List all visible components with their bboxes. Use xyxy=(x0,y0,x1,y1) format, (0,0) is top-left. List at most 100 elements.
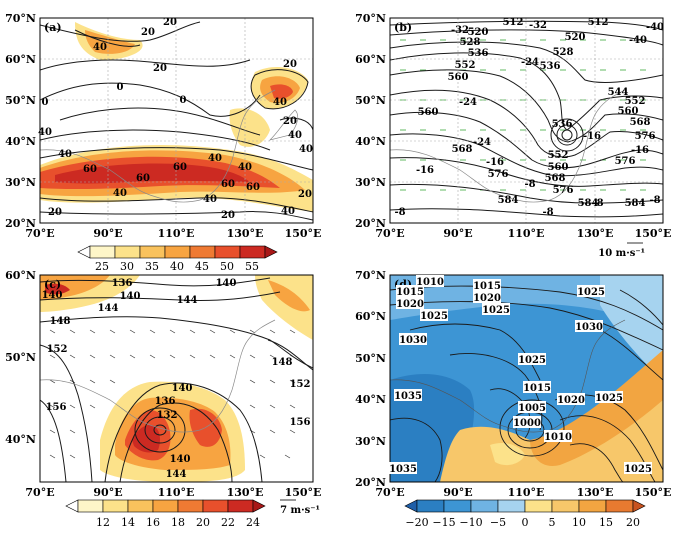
contour-label: 40 xyxy=(93,42,107,53)
panel-b-label: (b) xyxy=(394,21,412,34)
panel-a-lon-tick: 150°E xyxy=(285,227,322,240)
contour-label: 40 xyxy=(273,97,287,108)
contour-label: 552 xyxy=(548,150,569,161)
contour-label: 20 xyxy=(221,210,235,221)
colorbar-d-labels: −20 −15 −10 −5 0 5 10 15 20 xyxy=(405,516,640,529)
contour-label: 568 xyxy=(545,173,566,184)
colorbar-d-label: 0 xyxy=(522,516,529,529)
panel-c-lat-tick: 60°N xyxy=(5,269,36,282)
contour-label: 1015 xyxy=(523,383,551,394)
contour-label: -24 xyxy=(473,137,491,148)
colorbar-a-label: 35 xyxy=(145,260,159,273)
panel-a-lon-tick: 110°E xyxy=(158,227,195,240)
contour-label: 140 xyxy=(170,454,191,465)
panel-a-lon-tick: 70°E xyxy=(25,227,54,240)
contour-label: -32 xyxy=(451,25,469,36)
colorbar-c-low-arrow xyxy=(65,499,79,513)
contour-label: 552 xyxy=(455,60,476,71)
contour-label: 20 xyxy=(153,63,167,74)
panel-a-lon-tick: 90°E xyxy=(93,227,122,240)
panel-d-lat-tick: 60°N xyxy=(355,310,386,323)
colorbar-a-low-arrow xyxy=(77,245,91,259)
panel-c-lat-tick: 50°N xyxy=(5,351,36,364)
panel-d-lat-tick: 70°N xyxy=(355,269,386,282)
contour-label: 552 xyxy=(625,96,646,107)
contour-label: 576 xyxy=(615,156,636,167)
contour-label: 576 xyxy=(635,131,656,142)
panel-b-lat-tick: 70°N xyxy=(355,12,386,25)
colorbar-d xyxy=(404,499,646,513)
panel-c-contours xyxy=(40,277,313,482)
contour-label: 40 xyxy=(281,206,295,217)
contour-label: 40 xyxy=(203,194,217,205)
contour-label: 60 xyxy=(83,164,97,175)
contour-label: 148 xyxy=(50,316,71,327)
panel-a-contour-labels: 20 40 20 0 0 0 20 40 20 40 40 60 60 60 4… xyxy=(38,17,313,221)
contour-label: -8 xyxy=(649,195,660,206)
contour-label: 568 xyxy=(452,144,473,155)
colorbar-c-labels: 12 14 16 18 20 22 24 xyxy=(96,516,260,529)
panel-a-lat-tick: 50°N xyxy=(5,94,36,107)
contour-label: 536 xyxy=(552,119,573,130)
colorbar-d-low-arrow xyxy=(404,499,418,513)
contour-label: 1030 xyxy=(575,322,603,333)
contour-label: 536 xyxy=(468,48,489,59)
colorbar-a-high-arrow xyxy=(264,245,278,259)
panel-a-label: (a) xyxy=(44,21,62,34)
contour-label: 20 xyxy=(141,27,155,38)
contour-label: 60 xyxy=(246,182,260,193)
contour-label: 140 xyxy=(42,290,63,301)
panel-c-wind-vectors xyxy=(49,329,296,459)
contour-label: -8 xyxy=(542,207,553,218)
panel-a-gridlines xyxy=(40,18,313,223)
contour-label: 40 xyxy=(58,149,72,160)
panel-d-lat-tick: 50°N xyxy=(355,352,386,365)
panel-b-coastline xyxy=(390,89,626,203)
contour-label: 576 xyxy=(488,169,509,180)
contour-label: 20 xyxy=(163,17,177,28)
colorbar-d-label: 20 xyxy=(626,516,640,529)
colorbar-d-label: 10 xyxy=(572,516,586,529)
panel-c-coastline xyxy=(40,319,276,433)
contour-label: 584 xyxy=(578,198,599,209)
contour-label: 536 xyxy=(540,61,561,72)
contour-label: 0 xyxy=(117,82,124,93)
colorbar-a-labels: 25 30 35 40 45 50 55 xyxy=(95,260,259,273)
contour-label: -24 xyxy=(521,57,539,68)
colorbar-c-label: 24 xyxy=(246,516,260,529)
contour-label: 60 xyxy=(173,162,187,173)
panel-b xyxy=(389,17,664,244)
contour-label: -8 xyxy=(394,207,405,218)
colorbar-c-high-arrow xyxy=(252,499,266,513)
contour-label: 560 xyxy=(618,106,639,117)
contour-label: 136 xyxy=(155,396,176,407)
panel-d-lon-tick: 110°E xyxy=(508,486,545,499)
contour-label: 560 xyxy=(448,72,469,83)
contour-label: 520 xyxy=(468,27,489,38)
panel-a-lat-tick: 20°N xyxy=(5,217,36,230)
contour-label: -40 xyxy=(629,35,647,46)
panel-c-lon-tick: 90°E xyxy=(93,486,122,499)
colorbar-a-label: 30 xyxy=(120,260,134,273)
colorbar-c-label: 22 xyxy=(221,516,235,529)
panel-b-vector-reference: 10 m·s⁻¹ xyxy=(598,248,645,259)
colorbar-a-label: 40 xyxy=(170,260,184,273)
panel-a-lat-tick: 40°N xyxy=(5,135,36,148)
contour-label: -40 xyxy=(646,22,664,33)
contour-label: 40 xyxy=(38,127,52,138)
contour-label: 152 xyxy=(290,379,311,390)
contour-label: 512 xyxy=(588,17,609,28)
contour-label: 1020 xyxy=(557,395,585,406)
panel-a-lon-tick: 130°E xyxy=(227,227,264,240)
colorbar-d-label: −10 xyxy=(459,516,482,529)
contour-label: 20 xyxy=(283,116,297,127)
panel-b-lat-tick: 40°N xyxy=(355,135,386,148)
colorbar-d-label: −20 xyxy=(405,516,428,529)
contour-label: 140 xyxy=(216,278,237,289)
colorbar-c-label: 20 xyxy=(196,516,210,529)
contour-label: 1005 xyxy=(518,403,546,414)
contour-label: 148 xyxy=(272,357,293,368)
text-layer: (a) 70°N 60°N 50°N 40°N 30°N 20°N 70°E 9… xyxy=(5,12,671,529)
panel-c xyxy=(39,274,314,501)
contour-label: 528 xyxy=(553,47,574,58)
